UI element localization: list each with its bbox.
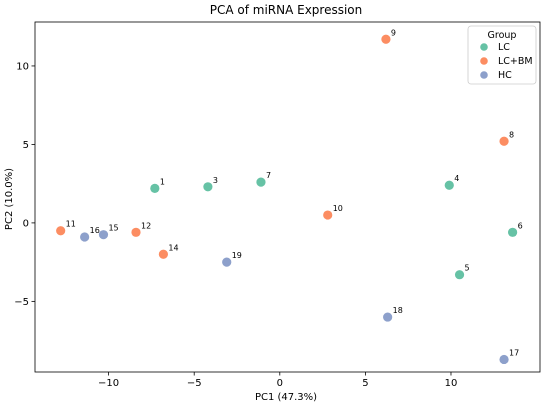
legend-marker	[480, 57, 488, 65]
x-tick-label: 10	[445, 378, 458, 389]
y-tick-label: −5	[14, 297, 29, 308]
data-point	[499, 136, 509, 146]
point-label: 14	[168, 243, 178, 252]
data-point	[158, 249, 168, 259]
point-label: 18	[393, 306, 403, 315]
plot-area: −10 −5 0 5 10 −5 0 5 10 1 3 7 4 6 5 9 8 10 11 12 14 16 15 19 18 1…	[14, 21, 541, 389]
point-label: 5	[465, 264, 470, 273]
y-tick-label: 0	[23, 218, 29, 229]
point-label: 16	[90, 226, 100, 235]
point-label: 7	[266, 171, 271, 180]
legend-box	[467, 25, 537, 85]
data-point	[256, 177, 266, 187]
plot-frame	[34, 21, 541, 373]
data-point	[80, 232, 90, 242]
point-label: 8	[509, 130, 514, 139]
point-label: 15	[108, 224, 118, 233]
data-point	[381, 34, 391, 44]
data-point	[98, 230, 109, 240]
chart-title: PCA of miRNA Expression	[210, 3, 363, 17]
legend-label: LC+BM	[498, 56, 533, 67]
data-point	[150, 183, 160, 193]
x-tick-label: 0	[277, 378, 283, 389]
y-tick-label: 10	[16, 61, 29, 72]
legend-marker	[480, 71, 488, 79]
point-label: 4	[454, 174, 459, 183]
x-tick-label: −5	[187, 378, 202, 389]
point-label: 3	[213, 176, 218, 185]
point-label: 11	[66, 220, 76, 229]
x-tick-label: −10	[98, 378, 119, 389]
legend-label: LC	[498, 42, 510, 53]
point-label: 6	[518, 221, 523, 230]
data-point	[499, 354, 509, 365]
y-tick-label: 5	[23, 140, 29, 151]
legend-label: HC	[498, 70, 512, 81]
x-axis-title: PC1 (47.3%)	[255, 392, 317, 403]
point-label: 12	[141, 221, 151, 230]
point-label: 19	[232, 251, 242, 260]
data-point	[131, 227, 141, 237]
point-label: 1	[160, 177, 165, 186]
data-point	[383, 312, 393, 322]
data-point	[454, 270, 465, 280]
legend-marker	[480, 43, 488, 51]
point-label: 10	[333, 204, 343, 213]
data-point	[203, 182, 213, 192]
data-point	[56, 226, 66, 236]
data-point	[444, 180, 454, 190]
data-point	[323, 210, 333, 220]
x-tick-label: 5	[362, 378, 368, 389]
data-point	[222, 257, 232, 267]
y-axis-title: PC2 (10.0%)	[4, 168, 15, 230]
legend-title: Group	[488, 30, 517, 41]
point-label: 17	[509, 348, 519, 357]
point-label: 9	[391, 28, 396, 37]
data-point	[508, 227, 518, 237]
